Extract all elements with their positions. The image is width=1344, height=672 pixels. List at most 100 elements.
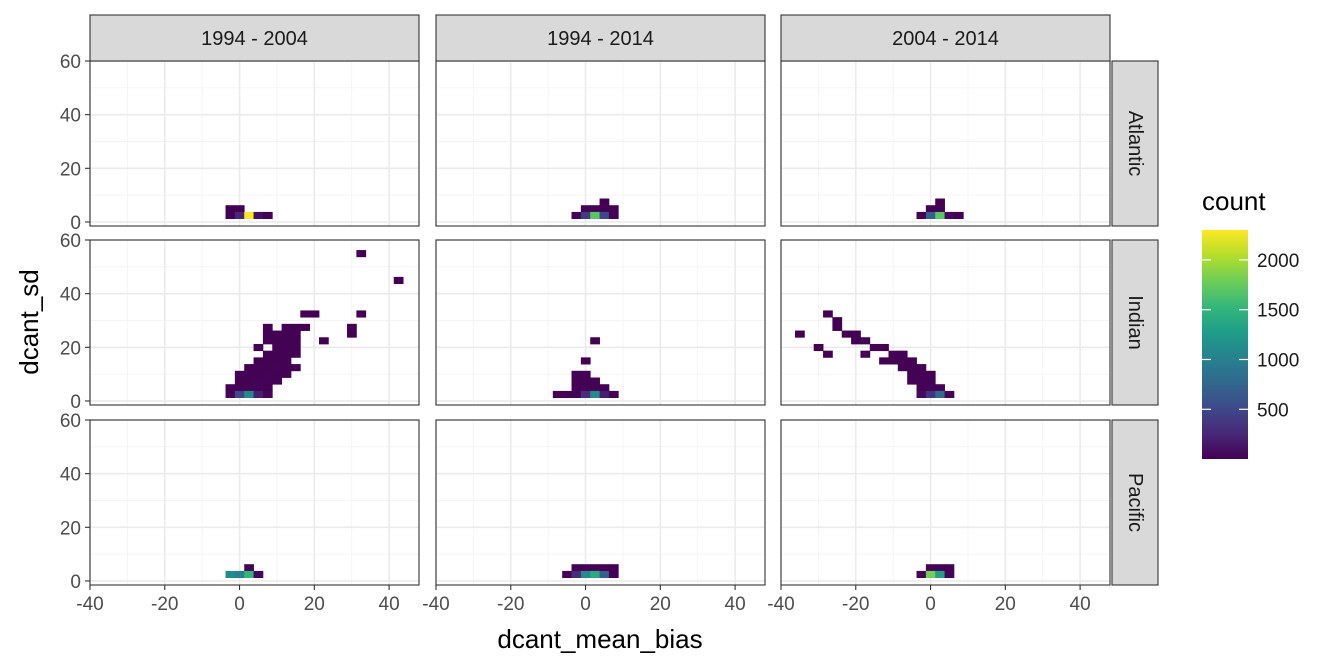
panel-background <box>90 420 419 585</box>
y-tick-label: 0 <box>70 213 81 234</box>
y-tick-label: 20 <box>60 159 81 180</box>
heatmap-cell <box>599 198 610 206</box>
heatmap-cell <box>272 370 283 378</box>
heatmap-cell <box>580 211 591 220</box>
heatmap-cell <box>318 337 329 345</box>
heatmap-cell <box>925 564 936 572</box>
x-tick-label: 40 <box>1070 594 1091 615</box>
heatmap-cell <box>244 570 254 579</box>
heatmap-cell <box>253 211 264 220</box>
heatmap-cell <box>262 350 273 358</box>
heatmap-cell <box>879 343 889 352</box>
heatmap-cell <box>590 337 600 345</box>
heatmap-cell <box>925 370 936 378</box>
panel-border <box>435 419 766 586</box>
facet-label-col: 2004 - 2014 <box>892 28 999 50</box>
heatmap-cell <box>916 364 927 372</box>
panel <box>435 419 766 586</box>
heatmap-cell <box>925 377 936 385</box>
heatmap-cell <box>599 211 610 220</box>
heatmap-cell <box>253 390 264 399</box>
heatmap-cell <box>935 564 945 572</box>
heatmap-cell <box>571 377 582 385</box>
panel-background <box>781 240 1110 405</box>
heatmap-cell <box>897 364 908 372</box>
heatmap-cell <box>608 390 619 399</box>
heatmap-cell <box>262 364 273 372</box>
heatmap-cell <box>823 310 833 318</box>
panel-background <box>436 420 765 585</box>
heatmap-cell <box>356 250 367 258</box>
heatmap-cell <box>580 564 591 572</box>
panel-background <box>781 420 1110 585</box>
heatmap-cell <box>262 323 273 331</box>
heatmap-cell <box>869 343 880 352</box>
heatmap-cell <box>281 350 292 358</box>
heatmap-cell <box>262 377 273 385</box>
legend-tick-label: 1500 <box>1257 301 1299 322</box>
heatmap-cell <box>944 211 955 220</box>
x-axis-title: dcant_mean_bias <box>497 624 702 654</box>
heatmap-cell <box>608 205 619 213</box>
heatmap-cell <box>879 357 889 365</box>
x-tick-label: 40 <box>379 594 400 615</box>
x-tick-label: -20 <box>842 594 869 615</box>
x-tick-label: 40 <box>725 594 746 615</box>
heatmap-cell <box>253 370 264 378</box>
heatmap-cell <box>347 330 357 338</box>
heatmap-cell <box>925 570 936 579</box>
facet-label-row: Indian <box>1124 295 1146 350</box>
heatmap-cell <box>580 377 591 385</box>
heatmap-cell <box>888 350 899 358</box>
heatmap-cell <box>262 384 273 392</box>
x-tick-label: -40 <box>767 594 794 615</box>
heatmap-cell <box>907 364 917 372</box>
heatmap-cell <box>832 317 843 325</box>
legend-colorbar <box>1202 230 1248 459</box>
heatmap-cell <box>244 377 254 385</box>
heatmap-cell <box>925 390 936 399</box>
heatmap-cell <box>925 211 936 220</box>
heatmap-cell <box>608 211 619 220</box>
heatmap-cell <box>813 343 824 352</box>
heatmap-cell <box>897 357 908 365</box>
heatmap-cell <box>608 564 619 572</box>
heatmap-cell <box>244 564 254 572</box>
heatmap-cell <box>225 211 236 220</box>
facet-strip-col <box>435 14 766 62</box>
legend-tick-label: 1000 <box>1257 350 1299 371</box>
legend-tick-label: 2000 <box>1257 251 1299 272</box>
x-tick-label: 20 <box>995 594 1016 615</box>
heatmap-cell <box>562 570 572 579</box>
panel-border <box>780 419 1111 586</box>
panel: 1994 - 2014 <box>435 14 766 227</box>
panel <box>89 419 420 586</box>
heatmap-cell <box>935 198 945 206</box>
heatmap-cell <box>262 211 273 220</box>
heatmap-cell <box>234 570 245 579</box>
heatmap-cell <box>590 205 600 213</box>
heatmap-cell <box>571 390 582 399</box>
heatmap-cell <box>795 330 805 338</box>
heatmap-cell <box>262 390 273 399</box>
heatmap-cell <box>580 205 591 213</box>
legend-title: count <box>1202 186 1266 216</box>
heatmap-cell <box>935 205 945 213</box>
heatmap-cell <box>860 337 871 345</box>
heatmap-cell <box>225 570 236 579</box>
heatmap-cell <box>281 330 292 338</box>
panels-layer: 1994 - 2004 1994 - 2014 2004 - 2014 Atlanti… <box>89 14 1159 586</box>
heatmap-cell <box>580 384 591 392</box>
heatmap-cell <box>253 570 264 579</box>
heatmap-cell <box>851 337 861 345</box>
heatmap-cell <box>571 570 582 579</box>
heatmap-cell <box>244 370 254 378</box>
heatmap-cell <box>290 330 301 338</box>
heatmap-cell <box>907 370 917 378</box>
heatmap-cell <box>281 323 292 331</box>
x-tick-label: 20 <box>650 594 671 615</box>
heatmap-cell <box>841 330 852 338</box>
heatmap-cell <box>935 211 945 220</box>
heatmap-cell <box>272 343 283 352</box>
heatmap-cell <box>244 390 254 399</box>
